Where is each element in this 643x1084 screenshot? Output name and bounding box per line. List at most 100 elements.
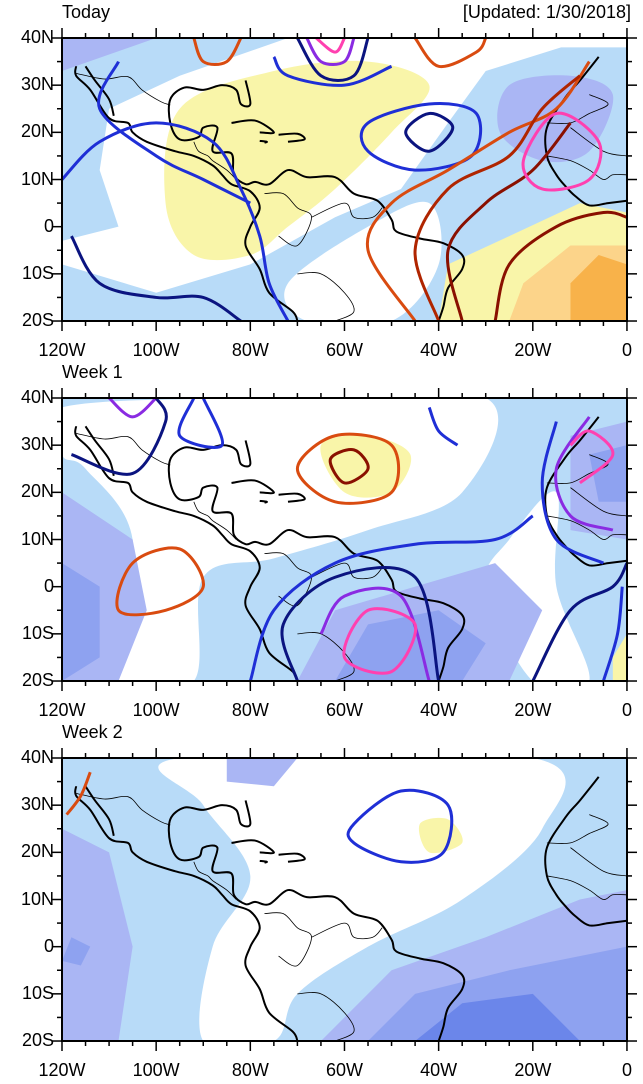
country-border	[76, 792, 171, 826]
lon-tick-label: 0	[622, 340, 633, 360]
country-border	[297, 992, 355, 1042]
panel-title: Week 1	[62, 362, 123, 382]
coastline	[231, 839, 275, 855]
country-border	[546, 454, 609, 484]
lon-tick-label: 40W	[420, 340, 458, 360]
contour-line	[295, 432, 401, 505]
country-border	[76, 72, 171, 106]
map-week1	[45, 388, 637, 697]
lat-tick-label: 40N	[20, 27, 54, 47]
contour-line	[70, 397, 168, 476]
contour-line	[404, 111, 455, 153]
anomaly-shading	[164, 60, 430, 261]
coastline	[259, 139, 268, 144]
contour-line	[413, 74, 581, 322]
lon-tick-label: 80W	[231, 340, 269, 360]
anomaly-shading	[62, 38, 288, 241]
contour-line	[365, 60, 591, 322]
coastline	[544, 776, 628, 927]
coastline	[278, 852, 306, 863]
borders-layer	[76, 72, 628, 322]
country-border	[264, 192, 312, 247]
coastline	[278, 132, 306, 143]
country-border	[546, 814, 609, 844]
contour-line	[97, 60, 251, 205]
country-border	[264, 912, 312, 967]
lat-tick-label: 20S	[21, 310, 54, 331]
anomaly-shading	[62, 38, 157, 72]
lat-tick-label: 30N	[20, 74, 54, 95]
panel-week2: Week 2 40N 30N 20N 10N 0 10S 20S 120W 100W 80W 60W…	[0, 720, 643, 1080]
lon-tick-label: 40W	[420, 700, 458, 720]
lat-tick-label: 20N	[20, 481, 54, 502]
lat-tick-label: 20S	[21, 1030, 54, 1051]
lat-tick-label: 20N	[20, 121, 54, 142]
contour-line	[427, 406, 459, 447]
coastline	[231, 479, 275, 495]
contour-line	[60, 121, 290, 322]
contour-line	[413, 37, 488, 69]
lon-tick-label: 20W	[514, 700, 552, 720]
panel-week1: Week 1 40N 30N 20N 10N 0 10S 20S 120W 100W 80W 60W…	[0, 360, 643, 720]
lat-tick-label: 10S	[21, 622, 54, 643]
panel-today: Today [Updated: 1/30/2018] 40N 30N 20N 10N 0…	[0, 0, 643, 360]
coastline	[84, 785, 115, 837]
lat-tick-label: 30N	[20, 434, 54, 455]
anomaly-shading	[62, 828, 133, 1042]
lat-tick-label: 40N	[20, 747, 54, 767]
lat-tick-label: 20S	[21, 670, 54, 691]
contour-line	[280, 566, 441, 682]
lat-tick-label: 0	[43, 215, 54, 236]
coastline	[74, 786, 299, 1042]
contour-line	[342, 607, 418, 675]
contour-line	[493, 210, 628, 322]
lon-tick-label: 100W	[132, 1060, 180, 1080]
coastline	[259, 859, 268, 864]
lat-tick-label: 10S	[21, 262, 54, 283]
anomaly-shading	[589, 445, 627, 502]
lon-tick-label: 120W	[38, 340, 86, 360]
country-border	[570, 847, 628, 877]
anomaly-shading	[62, 563, 100, 682]
contour-line	[328, 448, 370, 485]
country-border	[193, 861, 237, 900]
lat-tick-label: 10N	[20, 888, 54, 909]
contour-line	[305, 37, 356, 67]
lon-tick-label: 40W	[420, 1060, 458, 1080]
contour-line	[65, 771, 92, 816]
contour-line	[521, 111, 603, 192]
contour-line	[569, 429, 615, 485]
contour-line	[70, 235, 242, 323]
country-border	[546, 94, 609, 124]
country-border	[546, 155, 627, 180]
lon-tick-label: 60W	[325, 340, 364, 360]
coastline	[167, 80, 466, 322]
lat-tick-label: 10S	[21, 982, 54, 1003]
lon-tick-label: 0	[622, 700, 633, 720]
coastline	[278, 492, 306, 503]
lat-tick-label: 10N	[20, 168, 54, 189]
coastline	[231, 119, 275, 135]
contour-line	[177, 397, 225, 449]
country-border	[311, 922, 383, 940]
anomaly-shading	[226, 758, 298, 787]
coastline-layer	[74, 776, 628, 1042]
lon-tick-label: 100W	[132, 340, 180, 360]
contour-line	[554, 416, 614, 532]
contour-line	[192, 37, 243, 67]
borders-layer	[76, 792, 628, 1042]
anomaly-shading	[158, 750, 566, 1051]
lon-tick-label: 120W	[38, 700, 86, 720]
lon-tick-label: 60W	[325, 700, 364, 720]
lat-tick-label: 0	[43, 575, 54, 596]
lon-tick-label: 60W	[325, 1060, 364, 1080]
country-border	[546, 875, 627, 900]
lon-tick-label: 100W	[132, 700, 180, 720]
contour-line	[108, 396, 158, 419]
anomaly-shading	[368, 946, 627, 1042]
lon-tick-label: 20W	[514, 1060, 552, 1080]
lat-tick-label: 0	[43, 935, 54, 956]
lon-tick-label: 20W	[514, 340, 552, 360]
coastline	[74, 426, 299, 682]
coastline	[259, 499, 268, 504]
